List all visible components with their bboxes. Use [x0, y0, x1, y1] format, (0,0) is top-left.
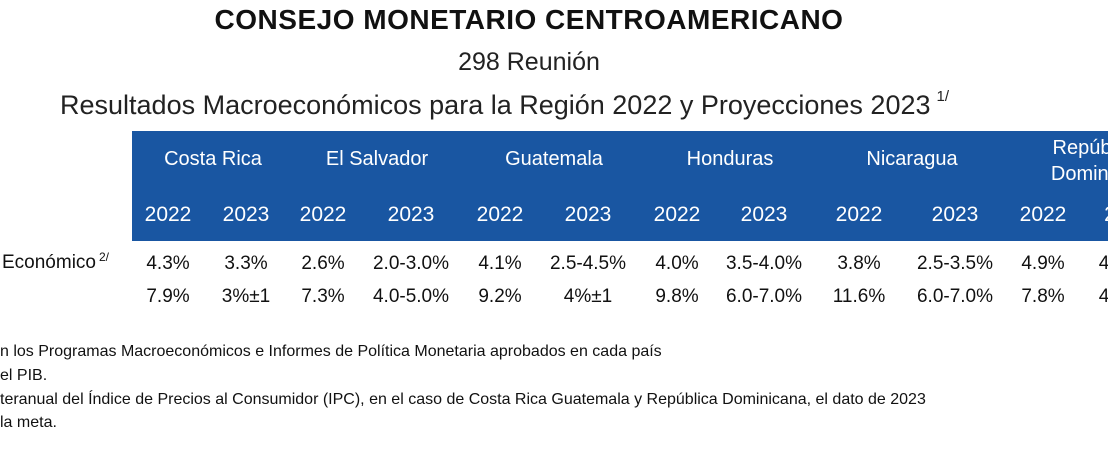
table-cell: 4	[1098, 253, 1108, 274]
table-cell: 6.0-7.0%	[916, 286, 994, 307]
table-cell: 3%±1	[221, 286, 271, 307]
meeting-subtitle: 298 Reunión	[458, 48, 600, 76]
footnote-2: el PIB.	[0, 367, 48, 384]
table-cell: 9.2%	[478, 286, 522, 307]
year-header: 2023	[740, 203, 788, 226]
footnote-1: n los Programas Macroeconómicos e Inform…	[0, 343, 662, 360]
table-cell: 7.3%	[301, 286, 345, 307]
country-header-costa-rica: Costa Rica	[164, 148, 262, 170]
year-header: 2023	[222, 203, 270, 226]
table-cell: 2.0-3.0%	[372, 253, 450, 274]
table-cell: 3.5-4.0%	[725, 253, 803, 274]
table-cell: 7.8%	[1021, 286, 1065, 307]
country-header-nicaragua: Nicaragua	[866, 148, 958, 170]
table-cell: 9.8%	[655, 286, 699, 307]
year-header: 2022	[299, 203, 347, 226]
table-cell: 4%±1	[563, 286, 613, 307]
table-cell: 4.3%	[146, 253, 190, 274]
year-header: 2022	[835, 203, 883, 226]
year-header: 2022	[144, 203, 192, 226]
page-title: CONSEJO MONETARIO CENTROAMERICANO	[214, 4, 844, 35]
footnote-3: teranual del Índice de Precios al Consum…	[0, 391, 926, 408]
table-cell: 11.6%	[832, 286, 886, 307]
year-header: 2	[1104, 203, 1108, 227]
row-label-growth: Económico 2/	[2, 250, 110, 274]
table-header-band	[132, 131, 1108, 241]
country-header-guatemala: Guatemala	[505, 148, 603, 170]
table-cell: 2.6%	[301, 253, 345, 274]
report-subtitle-text: Resultados Macroeconómicos para la Regió…	[60, 90, 931, 120]
country-header-line-1: Repúb	[1052, 137, 1108, 159]
table-cell: 6.0-7.0%	[725, 286, 803, 307]
country-header-line-2: Domini	[1050, 163, 1108, 185]
year-header: 2023	[564, 203, 612, 226]
table-cell: 3.8%	[837, 253, 881, 274]
table-cell: 7.9%	[146, 286, 190, 307]
table-cell: 4.0-5.0%	[372, 286, 450, 307]
report-subtitle-footnote: 1/	[936, 88, 950, 105]
footnote-4: la meta.	[0, 414, 57, 431]
row-label-text: Económico	[2, 252, 96, 273]
table-cell: 4	[1098, 286, 1108, 307]
table-cell: 3.3%	[224, 253, 268, 274]
year-header: 2022	[476, 203, 524, 226]
country-header-honduras: Honduras	[686, 148, 774, 170]
table-cell: 4.1%	[478, 253, 522, 274]
country-header-el-salvador: El Salvador	[325, 148, 429, 170]
table-cell: 2.5-3.5%	[916, 253, 994, 274]
report-subtitle: Resultados Macroeconómicos para la Regió…	[60, 88, 950, 121]
year-header: 2023	[387, 203, 435, 226]
year-header: 2022	[1019, 203, 1067, 226]
table-cell: 2.5-4.5%	[549, 253, 627, 274]
year-header: 2022	[653, 203, 701, 226]
table-cell: 4.9%	[1021, 253, 1065, 274]
table-cell: 4.0%	[655, 253, 699, 274]
country-header-republica-dominicana: Repúb Domini	[1051, 135, 1108, 187]
row-label-footnote: 2/	[99, 250, 110, 264]
year-header: 2023	[931, 203, 979, 226]
